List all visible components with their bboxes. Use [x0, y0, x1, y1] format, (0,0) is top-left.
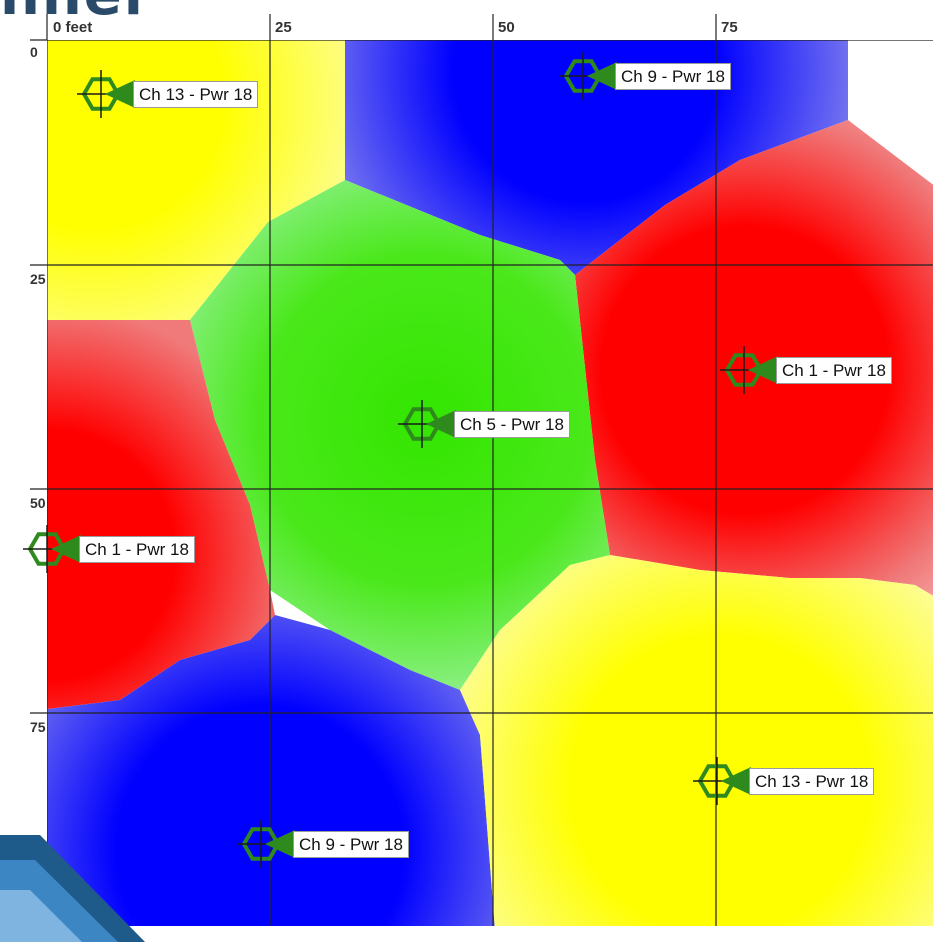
access-point-icon[interactable]: [693, 757, 751, 805]
x-tick-label: 0 feet: [53, 19, 93, 36]
access-point-icon[interactable]: [559, 52, 617, 100]
access-point-icon[interactable]: [398, 400, 456, 448]
access-point-layer: [23, 52, 778, 868]
access-point-label: Ch 13 - Pwr 18: [749, 768, 875, 795]
y-tick-label: 0: [30, 44, 38, 60]
y-tick-label: 25: [30, 271, 46, 287]
access-point-label: Ch 5 - Pwr 18: [454, 411, 570, 438]
zone-ch13-bottom-right: [460, 555, 933, 926]
zone-ch5-center: [190, 180, 610, 690]
map-grid: [47, 40, 933, 926]
zone-ch9-top: [345, 40, 848, 275]
zone-ch1-left: [47, 320, 275, 710]
access-point-label: Ch 9 - Pwr 18: [615, 63, 731, 90]
access-point-icon[interactable]: [237, 820, 295, 868]
x-tick-label: 25: [275, 19, 292, 36]
access-point-label: Ch 1 - Pwr 18: [79, 536, 195, 563]
map-ruler-ticks: [30, 14, 717, 714]
access-point-label: Ch 13 - Pwr 18: [133, 81, 259, 108]
access-point-icon[interactable]: [720, 346, 778, 394]
slide-title-fragment: nnel: [0, 0, 145, 24]
access-point-icon[interactable]: [77, 70, 135, 118]
y-tick-label: 75: [30, 719, 46, 735]
x-tick-label: 50: [498, 19, 515, 36]
y-tick-label: 50: [30, 495, 46, 511]
access-point-label: Ch 1 - Pwr 18: [776, 357, 892, 384]
access-point-label: Ch 9 - Pwr 18: [293, 831, 409, 858]
access-point-icon[interactable]: [23, 525, 81, 573]
x-tick-label: 75: [721, 19, 738, 36]
